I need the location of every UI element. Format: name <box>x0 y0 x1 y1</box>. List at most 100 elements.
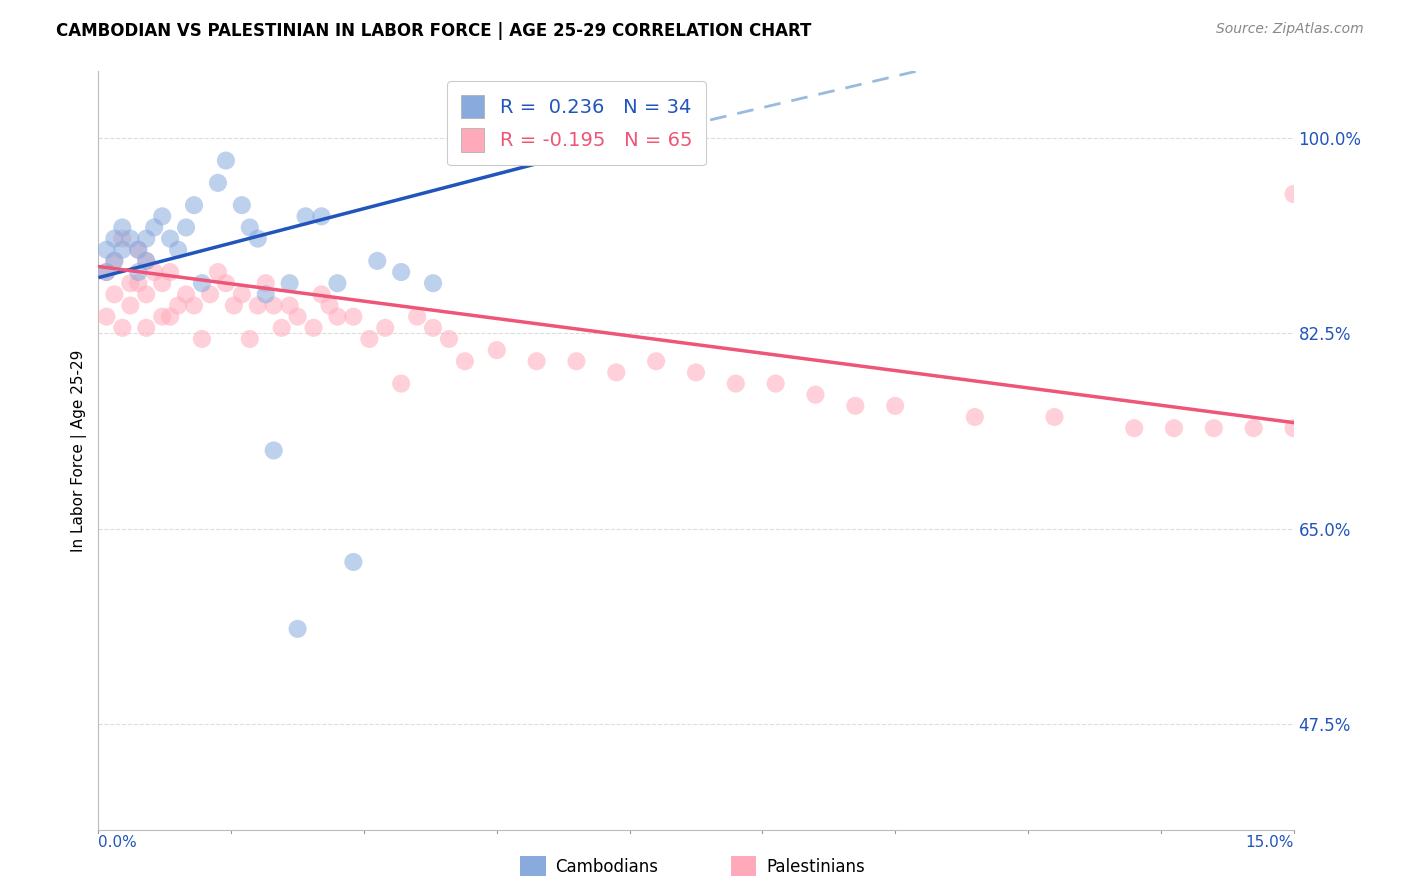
Point <box>231 198 253 212</box>
Point <box>724 376 747 391</box>
Point <box>120 299 142 313</box>
Text: 0.0%: 0.0% <box>98 835 138 850</box>
Point <box>963 410 986 425</box>
Point <box>287 310 309 324</box>
Text: Source: ZipAtlas.com: Source: ZipAtlas.com <box>1216 22 1364 37</box>
Point <box>389 265 412 279</box>
Point <box>359 332 381 346</box>
Point <box>263 443 285 458</box>
Point <box>278 277 301 291</box>
Y-axis label: In Labor Force | Age 25-29: In Labor Force | Age 25-29 <box>72 350 87 551</box>
Point <box>198 287 221 301</box>
Point <box>239 332 262 346</box>
Point <box>1043 410 1066 425</box>
Point <box>96 310 118 324</box>
Point <box>278 299 301 313</box>
Point <box>159 310 181 324</box>
Point <box>318 299 340 313</box>
Point <box>159 232 181 246</box>
Point <box>191 277 214 291</box>
Point <box>326 277 349 291</box>
Point <box>1123 421 1146 435</box>
Point <box>103 232 125 246</box>
Point <box>454 354 477 368</box>
Point <box>183 299 205 313</box>
Point <box>127 265 149 279</box>
Legend: R =  0.236   N = 34, R = -0.195   N = 65: R = 0.236 N = 34, R = -0.195 N = 65 <box>447 81 706 166</box>
Point <box>294 210 316 224</box>
Point <box>685 366 707 380</box>
Point <box>287 622 309 636</box>
Point <box>1202 421 1225 435</box>
Text: Palestinians: Palestinians <box>766 858 865 876</box>
Point <box>191 332 214 346</box>
Point <box>263 299 285 313</box>
Point <box>311 210 333 224</box>
Point <box>150 310 173 324</box>
Point <box>804 387 827 401</box>
Point <box>1282 421 1305 435</box>
Point <box>183 198 205 212</box>
Point <box>342 310 364 324</box>
Point <box>884 399 907 413</box>
Point <box>143 265 166 279</box>
Point <box>127 243 149 257</box>
Point <box>111 220 134 235</box>
Point <box>270 321 292 335</box>
Point <box>342 555 364 569</box>
Point <box>111 243 134 257</box>
Point <box>302 321 325 335</box>
Point <box>120 277 142 291</box>
Point <box>103 254 125 268</box>
Point <box>526 354 548 368</box>
Text: 15.0%: 15.0% <box>1246 835 1294 850</box>
Point <box>207 265 229 279</box>
Point <box>103 254 125 268</box>
Point <box>645 354 668 368</box>
Point <box>765 376 787 391</box>
Point <box>135 232 157 246</box>
Point <box>159 265 181 279</box>
Point <box>135 254 157 268</box>
Point <box>167 243 190 257</box>
Point <box>167 299 190 313</box>
Point <box>565 354 588 368</box>
Point <box>246 299 269 313</box>
Point <box>422 277 444 291</box>
Point <box>135 287 157 301</box>
Point <box>366 254 388 268</box>
Point <box>111 232 134 246</box>
Point <box>844 399 866 413</box>
Point <box>127 277 149 291</box>
Point <box>326 310 349 324</box>
Point <box>135 321 157 335</box>
Point <box>215 277 238 291</box>
Point <box>143 220 166 235</box>
Point <box>96 265 118 279</box>
Point <box>1243 421 1265 435</box>
Point <box>150 210 173 224</box>
Point <box>406 310 429 324</box>
Point <box>311 287 333 301</box>
Point <box>254 277 277 291</box>
Point <box>135 254 157 268</box>
Point <box>96 243 118 257</box>
Point <box>437 332 460 346</box>
Point <box>246 232 269 246</box>
Point <box>222 299 245 313</box>
Point <box>485 343 508 358</box>
Point <box>1163 421 1185 435</box>
Text: CAMBODIAN VS PALESTINIAN IN LABOR FORCE | AGE 25-29 CORRELATION CHART: CAMBODIAN VS PALESTINIAN IN LABOR FORCE … <box>56 22 811 40</box>
Point <box>231 287 253 301</box>
Point <box>389 376 412 391</box>
Point <box>215 153 238 168</box>
Point <box>103 287 125 301</box>
Point <box>111 321 134 335</box>
Point <box>174 220 197 235</box>
Point <box>174 287 197 301</box>
Point <box>150 277 173 291</box>
Point <box>605 366 627 380</box>
Point <box>127 243 149 257</box>
Point <box>254 287 277 301</box>
Point <box>120 232 142 246</box>
